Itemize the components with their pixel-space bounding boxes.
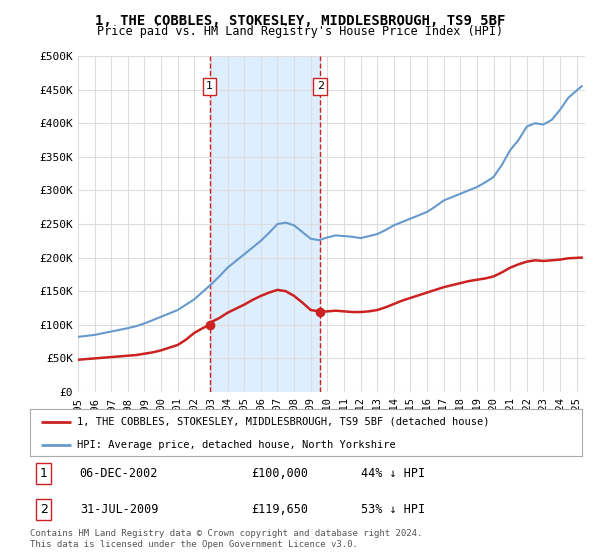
Text: 1: 1 [206,81,213,91]
Text: £100,000: £100,000 [251,467,308,480]
Text: Contains HM Land Registry data © Crown copyright and database right 2024.
This d: Contains HM Land Registry data © Crown c… [30,529,422,549]
Text: 1, THE COBBLES, STOKESLEY, MIDDLESBROUGH, TS9 5BF: 1, THE COBBLES, STOKESLEY, MIDDLESBROUGH… [95,14,505,28]
Text: 53% ↓ HPI: 53% ↓ HPI [361,503,425,516]
Text: 2: 2 [40,503,48,516]
Text: £119,650: £119,650 [251,503,308,516]
Bar [209,56,320,392]
Text: HPI: Average price, detached house, North Yorkshire: HPI: Average price, detached house, Nort… [77,440,395,450]
Text: 44% ↓ HPI: 44% ↓ HPI [361,467,425,480]
Text: 1: 1 [40,467,48,480]
Text: 1, THE COBBLES, STOKESLEY, MIDDLESBROUGH, TS9 5BF (detached house): 1, THE COBBLES, STOKESLEY, MIDDLESBROUGH… [77,417,490,427]
Text: 31-JUL-2009: 31-JUL-2009 [80,503,158,516]
Text: 2: 2 [317,81,324,91]
Text: 06-DEC-2002: 06-DEC-2002 [80,467,158,480]
Text: Price paid vs. HM Land Registry's House Price Index (HPI): Price paid vs. HM Land Registry's House … [97,25,503,38]
